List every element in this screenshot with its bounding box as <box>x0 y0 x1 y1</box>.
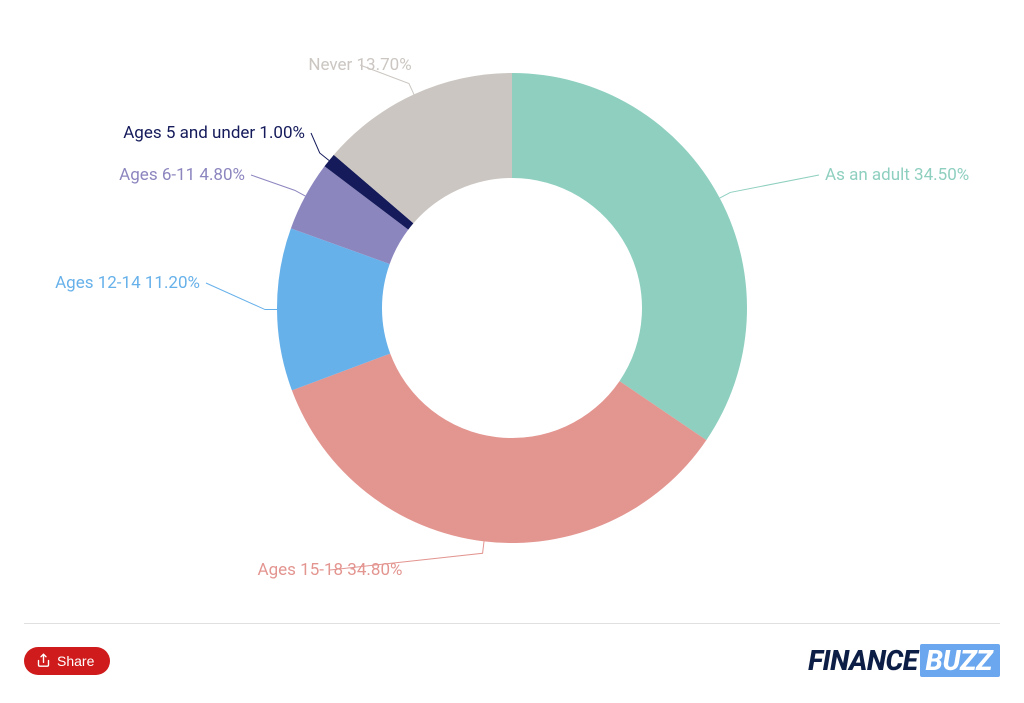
donut-chart <box>275 71 749 545</box>
slice-label: Never 13.70% <box>308 55 411 75</box>
slice-label: Ages 6-11 4.80% <box>119 165 245 185</box>
share-button-label: Share <box>57 653 94 669</box>
share-button[interactable]: Share <box>24 647 110 675</box>
donut-chart-area: As an adult 34.50% Ages 15-18 34.80% Ages … <box>0 0 1024 615</box>
slice-label: Ages 5 and under 1.00% <box>123 123 305 143</box>
slice-label: Ages 12-14 11.20% <box>55 273 200 293</box>
brand-text-finance: FINANCE <box>808 644 917 677</box>
brand-text-buzz: BUZZ <box>920 644 1000 677</box>
leader-line <box>206 283 277 310</box>
slice[interactable] <box>512 73 747 440</box>
share-icon <box>36 653 51 668</box>
chart-footer: Share FINANCE BUZZ <box>24 623 1000 683</box>
slice-label: As an adult 34.50% <box>825 165 969 185</box>
slice-label: Ages 15-18 34.80% <box>258 560 403 580</box>
brand-logo: FINANCE BUZZ <box>808 644 1000 677</box>
